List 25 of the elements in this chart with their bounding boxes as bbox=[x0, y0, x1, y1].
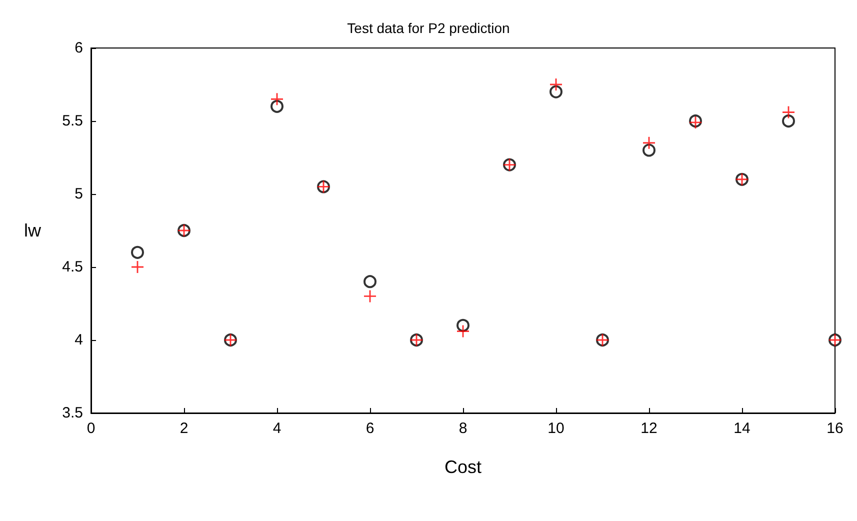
y-tick-label: 4 bbox=[74, 332, 83, 348]
point bbox=[456, 318, 470, 332]
x-tick-label: 6 bbox=[366, 420, 374, 437]
point bbox=[782, 114, 795, 128]
x-tick-label: 12 bbox=[640, 420, 658, 437]
y-tick-label: 5.5 bbox=[62, 112, 83, 130]
point bbox=[270, 100, 284, 113]
point bbox=[131, 246, 144, 259]
x-axis-title: Cost bbox=[444, 457, 482, 477]
x-tick-label: 4 bbox=[272, 420, 282, 437]
y-tick-label: 3.5 bbox=[62, 404, 83, 422]
y-axis-title: lw bbox=[24, 220, 42, 240]
point bbox=[550, 85, 562, 98]
point bbox=[642, 144, 656, 157]
x-tick-label: 10 bbox=[548, 420, 564, 437]
x-tick-label: 8 bbox=[458, 420, 468, 437]
chart-title: Test data for P2 prediction bbox=[347, 20, 510, 36]
x-tick-label: 16 bbox=[826, 420, 844, 437]
x-tick-label: 0 bbox=[86, 420, 96, 437]
y-tick-label: 5 bbox=[74, 186, 83, 202]
y-tick-label: 4.5 bbox=[62, 258, 83, 276]
y-tick-label: 6 bbox=[74, 40, 83, 56]
x-tick-label: 14 bbox=[734, 420, 750, 437]
point bbox=[364, 275, 376, 288]
x-tick-label: 2 bbox=[180, 420, 188, 437]
